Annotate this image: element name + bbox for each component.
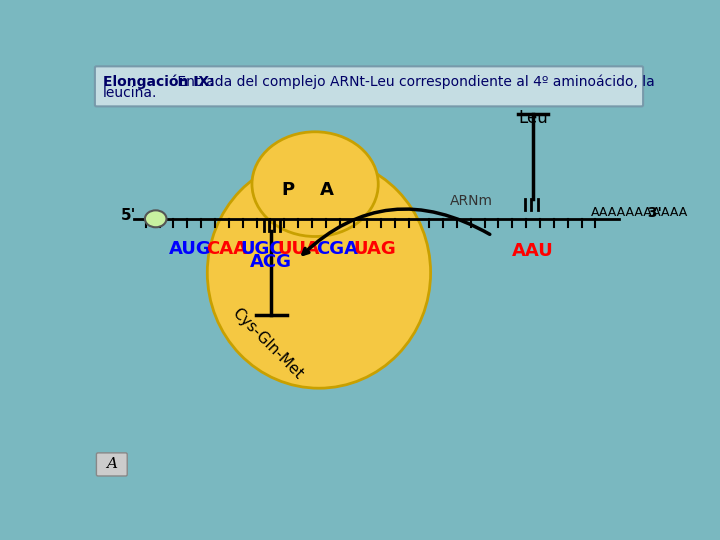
Text: UUA: UUA bbox=[277, 240, 320, 258]
Text: 5': 5' bbox=[120, 208, 135, 223]
Text: CGA: CGA bbox=[315, 240, 358, 258]
Text: Leu: Leu bbox=[518, 109, 548, 127]
Text: UGC: UGC bbox=[240, 240, 282, 258]
Text: 3': 3' bbox=[643, 206, 662, 220]
Text: UAG: UAG bbox=[354, 240, 397, 258]
Text: Elongación IX:: Elongación IX: bbox=[102, 74, 215, 89]
Text: A: A bbox=[320, 180, 333, 199]
Ellipse shape bbox=[252, 132, 378, 237]
Text: AAU: AAU bbox=[512, 242, 554, 260]
Ellipse shape bbox=[145, 210, 166, 227]
Text: ACG: ACG bbox=[251, 253, 292, 272]
Text: leucina.: leucina. bbox=[102, 85, 157, 99]
Ellipse shape bbox=[207, 157, 431, 388]
Text: Entrada del complejo ARNt-Leu correspondiente al 4º aminoácido, la: Entrada del complejo ARNt-Leu correspond… bbox=[173, 74, 654, 89]
Text: A: A bbox=[107, 457, 117, 471]
Text: AUG: AUG bbox=[169, 240, 212, 258]
Text: P: P bbox=[282, 180, 294, 199]
FancyBboxPatch shape bbox=[95, 66, 643, 106]
FancyBboxPatch shape bbox=[96, 453, 127, 476]
Text: CAA: CAA bbox=[206, 240, 247, 258]
Text: ARNm: ARNm bbox=[450, 194, 493, 208]
Text: Cys-Gln-Met: Cys-Gln-Met bbox=[229, 305, 306, 382]
Text: AAAAAAAAAAA: AAAAAAAAAAA bbox=[590, 206, 688, 219]
